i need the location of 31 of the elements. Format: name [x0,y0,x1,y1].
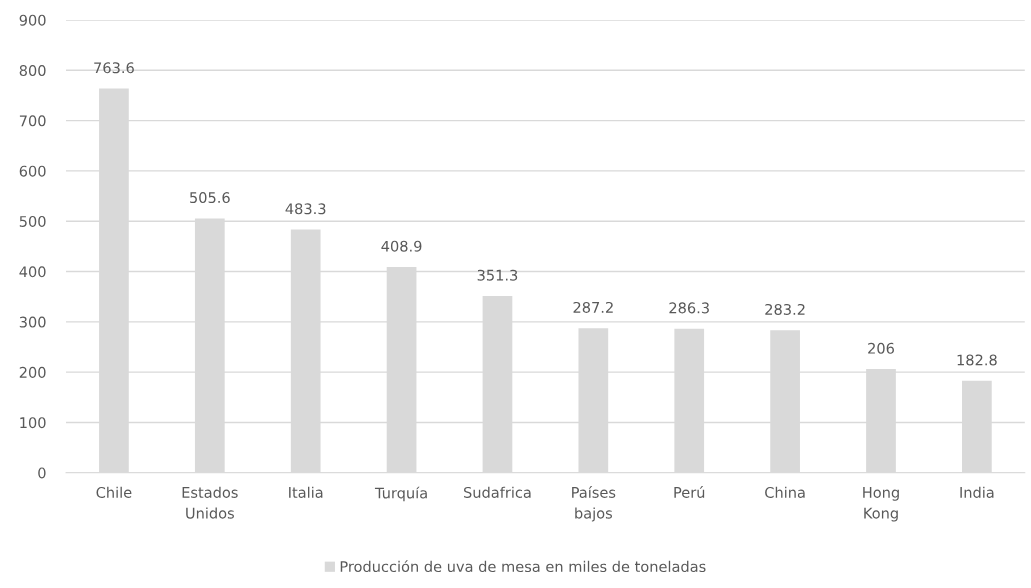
y-tick-label: 0 [38,467,46,479]
data-label: 182.8 [957,354,997,366]
y-tick-label: 800 [19,65,46,77]
y-tick-label: 600 [19,165,46,177]
data-label: 483.3 [285,203,326,215]
data-label: 286.3 [669,302,709,314]
y-tick-label: 700 [19,115,46,127]
x-tick-label: Hong Kong [863,487,899,522]
y-tick-label: 900 [19,14,46,26]
data-label: 763.6 [94,62,134,74]
x-tick-label: Países bajos [572,486,616,522]
data-label: 505.6 [190,192,230,204]
y-tick-label: 400 [19,266,46,278]
x-tick-label: Turquía [374,486,427,502]
x-tick-label: India [960,486,994,498]
x-tick-label: China [765,486,805,498]
x-tick-label: Italia [289,486,323,498]
data-label: 283.2 [765,303,805,315]
y-tick-label: 300 [19,316,46,328]
y-tick-label: 100 [20,417,46,429]
y-tick-label: 200 [19,366,46,378]
data-label: 351.3 [477,269,518,281]
x-tick-label: Chile [96,486,132,498]
data-label: 408.9 [381,240,422,252]
data-label: 206 [868,342,894,354]
x-tick-label: Sudafrica [464,486,531,498]
data-label: 287.2 [573,301,613,313]
y-tick-label: 500 [19,215,46,227]
x-tick-label: Perú [674,486,705,498]
legend-label: Producción de uva de mesa en miles de toneladas [340,560,706,573]
x-tick-label: Estados Unidos [182,486,238,519]
